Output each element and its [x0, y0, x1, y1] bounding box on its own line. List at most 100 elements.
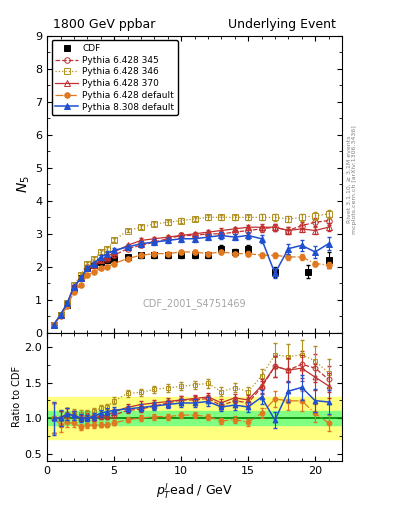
Pythia 6.428 370: [259, 224, 264, 230]
Pythia 6.428 370: [165, 234, 170, 240]
Bar: [134, 397, 148, 439]
Pythia 8.308 default: [273, 270, 277, 276]
Bar: [121, 397, 134, 439]
CDF: [51, 322, 56, 328]
Bar: [318, 411, 342, 425]
Pythia 6.428 345: [72, 284, 76, 290]
Bar: [188, 411, 201, 425]
Pythia 6.428 345: [98, 257, 103, 263]
Pythia 6.428 346: [72, 282, 76, 288]
Pythia 8.308 default: [192, 236, 197, 242]
Bar: [215, 397, 228, 439]
Pythia 6.428 default: [98, 265, 103, 271]
CDF: [58, 312, 63, 318]
Pythia 6.428 default: [65, 303, 70, 309]
Pythia 8.308 default: [152, 239, 157, 245]
Pythia 6.428 346: [246, 214, 250, 220]
Bar: [161, 397, 174, 439]
Pythia 6.428 370: [219, 227, 224, 233]
Pythia 6.428 346: [192, 216, 197, 222]
Pythia 6.428 346: [219, 214, 224, 220]
Bar: [201, 397, 215, 439]
Text: Rivet 3.1.10, ≥ 3.1M events
mcplots.cern.ch [arXiv:1306.3436]: Rivet 3.1.10, ≥ 3.1M events mcplots.cern…: [346, 125, 357, 233]
Bar: [64, 411, 71, 425]
Pythia 6.428 370: [299, 226, 304, 232]
Bar: [77, 411, 84, 425]
Pythia 6.428 346: [206, 214, 210, 220]
Pythia 6.428 345: [92, 261, 96, 267]
Pythia 6.428 346: [273, 214, 277, 220]
Pythia 6.428 345: [232, 229, 237, 235]
Bar: [201, 411, 215, 425]
Bar: [161, 411, 174, 425]
Pythia 6.428 345: [246, 227, 250, 233]
Pythia 6.428 345: [125, 246, 130, 252]
Bar: [148, 397, 161, 439]
Pythia 6.428 345: [165, 236, 170, 242]
Pythia 8.308 default: [326, 241, 331, 247]
Pythia 8.308 default: [65, 300, 70, 306]
Pythia 6.428 345: [313, 219, 318, 225]
Bar: [174, 397, 188, 439]
Pythia 6.428 346: [299, 214, 304, 220]
Bar: [47, 397, 57, 439]
Pythia 6.428 default: [152, 250, 157, 257]
Pythia 6.428 370: [192, 231, 197, 237]
Pythia 6.428 345: [219, 231, 224, 237]
CDF: [72, 285, 76, 291]
Pythia 6.428 default: [192, 249, 197, 255]
Pythia 6.428 370: [273, 224, 277, 230]
Bar: [71, 411, 77, 425]
CDF: [65, 302, 70, 308]
Pythia 6.428 345: [152, 239, 157, 245]
Bar: [292, 411, 318, 425]
CDF: [78, 275, 83, 282]
Pythia 8.308 default: [313, 249, 318, 255]
Pythia 6.428 default: [246, 250, 250, 257]
Pythia 6.428 346: [51, 322, 56, 328]
Pythia 6.428 370: [105, 254, 110, 260]
Pythia 6.428 370: [125, 242, 130, 248]
Y-axis label: Ratio to CDF: Ratio to CDF: [12, 366, 22, 428]
Pythia 6.428 346: [92, 255, 96, 262]
Text: 1800 GeV ppbar: 1800 GeV ppbar: [53, 18, 155, 31]
CDF: [232, 249, 237, 255]
Pythia 6.428 370: [246, 224, 250, 230]
Pythia 8.308 default: [112, 247, 116, 253]
Legend: CDF, Pythia 6.428 345, Pythia 6.428 346, Pythia 6.428 370, Pythia 6.428 default,: CDF, Pythia 6.428 345, Pythia 6.428 346,…: [51, 40, 178, 115]
Bar: [261, 411, 292, 425]
CDF: [125, 254, 130, 260]
Pythia 6.428 346: [179, 218, 184, 224]
Bar: [91, 397, 97, 439]
CDF: [152, 252, 157, 259]
Pythia 6.428 345: [259, 226, 264, 232]
Pythia 6.428 346: [105, 246, 110, 252]
Pythia 6.428 370: [85, 265, 90, 271]
Pythia 8.308 default: [206, 234, 210, 240]
Pythia 6.428 345: [65, 300, 70, 306]
Pythia 6.428 345: [179, 232, 184, 239]
Bar: [134, 411, 148, 425]
Pythia 6.428 370: [72, 284, 76, 290]
Bar: [97, 411, 104, 425]
Pythia 6.428 default: [92, 269, 96, 275]
Pythia 6.428 370: [313, 227, 318, 233]
Line: Pythia 6.428 default: Pythia 6.428 default: [51, 249, 331, 327]
Pythia 6.428 346: [232, 214, 237, 220]
CDF: [165, 252, 170, 259]
Pythia 6.428 default: [232, 250, 237, 257]
Pythia 8.308 default: [51, 322, 56, 328]
CDF: [192, 252, 197, 259]
Pythia 6.428 346: [139, 224, 143, 230]
Pythia 6.428 346: [85, 261, 90, 267]
Pythia 6.428 345: [58, 312, 63, 318]
Pythia 6.428 default: [219, 249, 224, 255]
Pythia 6.428 370: [232, 226, 237, 232]
Line: Pythia 6.428 346: Pythia 6.428 346: [51, 211, 331, 327]
CDF: [112, 255, 116, 262]
Bar: [241, 397, 261, 439]
Bar: [84, 397, 91, 439]
Pythia 6.428 370: [206, 229, 210, 235]
Bar: [188, 397, 201, 439]
Pythia 6.428 default: [286, 254, 291, 260]
